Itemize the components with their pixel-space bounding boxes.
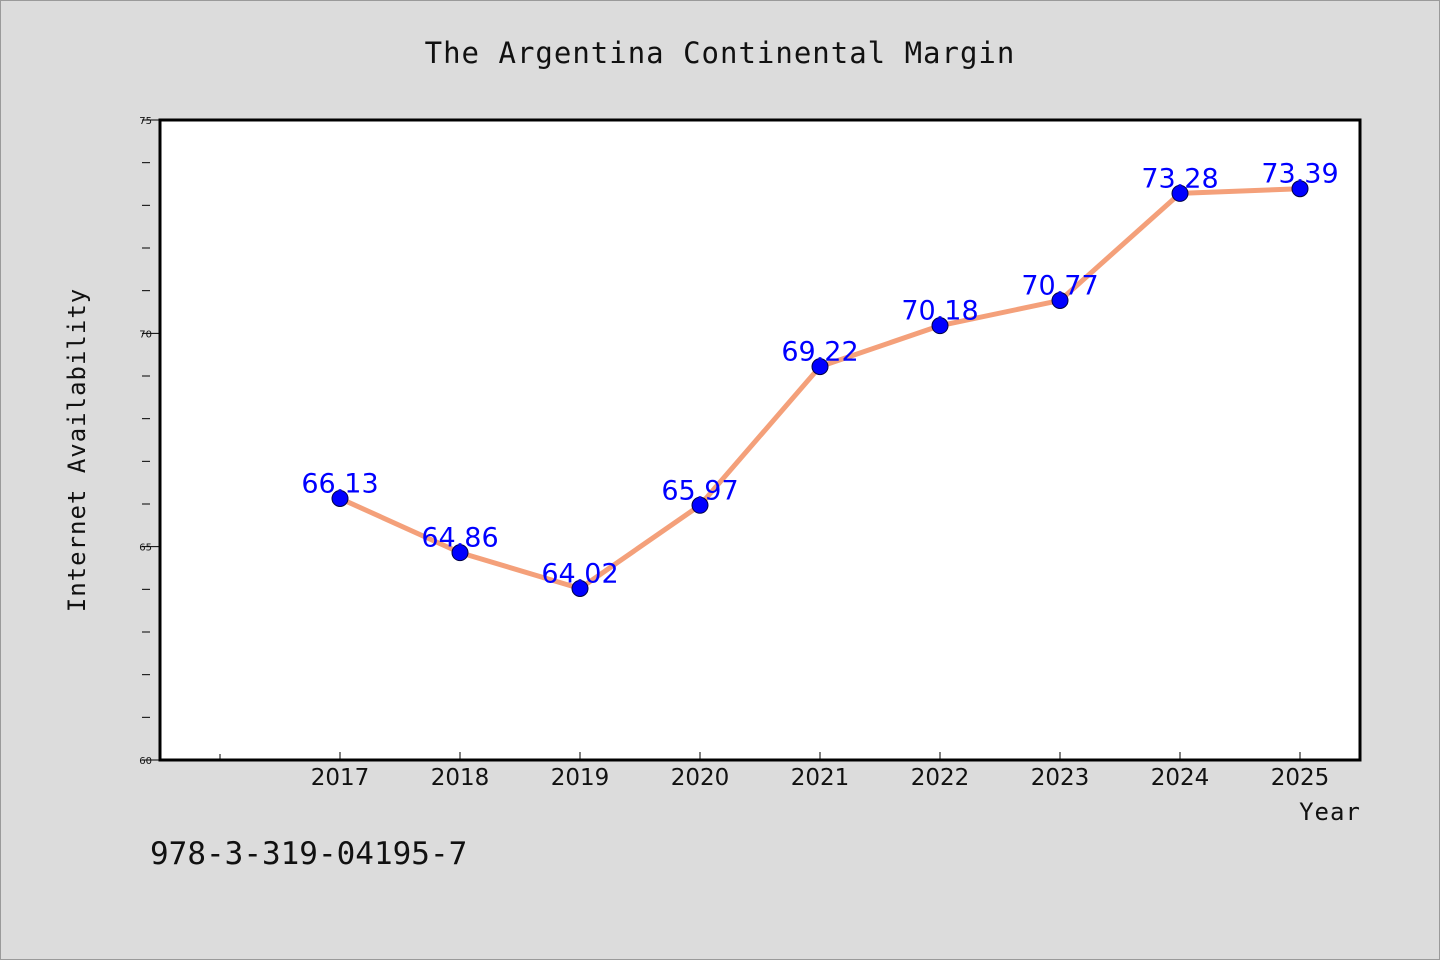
y-tick-label: 60 <box>139 756 152 767</box>
data-point-label: 69.22 <box>781 337 858 368</box>
data-point-label: 64.02 <box>541 558 618 589</box>
x-tick-label: 2019 <box>551 765 610 791</box>
x-tick-label: 2020 <box>671 765 730 791</box>
y-axis-label: Internet Availability <box>63 288 91 612</box>
x-axis: 2017 2018 2019 2020 2021 2022 2023 2024 2025 <box>219 752 1330 791</box>
series-markers <box>331 180 1309 597</box>
data-point-marker <box>691 496 709 514</box>
x-tick-label: 2022 <box>911 765 970 791</box>
data-point-marker <box>451 544 469 562</box>
data-point-marker <box>1051 291 1069 309</box>
data-point-label: 66.13 <box>301 468 378 499</box>
data-point-label: 73.39 <box>1261 159 1338 190</box>
x-tick-label: 2021 <box>791 765 850 791</box>
data-point-label: 73.28 <box>1141 163 1218 194</box>
data-point-marker <box>1291 180 1309 198</box>
x-tick-label: 2018 <box>431 765 490 791</box>
x-tick-label: 2017 <box>311 765 370 791</box>
data-point-label: 65.97 <box>661 475 738 506</box>
x-tick-label: 2024 <box>1151 765 1210 791</box>
y-axis: 60 65 70 75 <box>139 116 160 767</box>
x-tick-label: 2023 <box>1031 765 1090 791</box>
chart-title: The Argentina Continental Margin <box>425 36 1016 70</box>
data-point-label: 70.77 <box>1021 270 1098 301</box>
y-tick-label: 70 <box>139 329 152 340</box>
data-point-marker <box>1171 184 1189 202</box>
y-tick-label: 75 <box>139 116 152 127</box>
data-point-label: 64.86 <box>421 523 498 554</box>
data-point-label: 70.18 <box>901 296 978 327</box>
data-point-marker <box>571 579 589 597</box>
plot-area <box>158 118 1362 762</box>
data-point-marker <box>931 317 949 335</box>
x-axis-label: Year <box>1299 798 1361 826</box>
x-tick-label: 2025 <box>1271 765 1330 791</box>
data-labels: 66.13 64.86 64.02 65.97 69.22 70.18 70.77 73.28… <box>301 159 1338 590</box>
data-point-marker <box>811 358 829 376</box>
footer-id-text: 978-3-319-04195-7 <box>150 836 467 872</box>
data-point-marker <box>331 489 349 507</box>
y-tick-label: 65 <box>139 543 152 554</box>
